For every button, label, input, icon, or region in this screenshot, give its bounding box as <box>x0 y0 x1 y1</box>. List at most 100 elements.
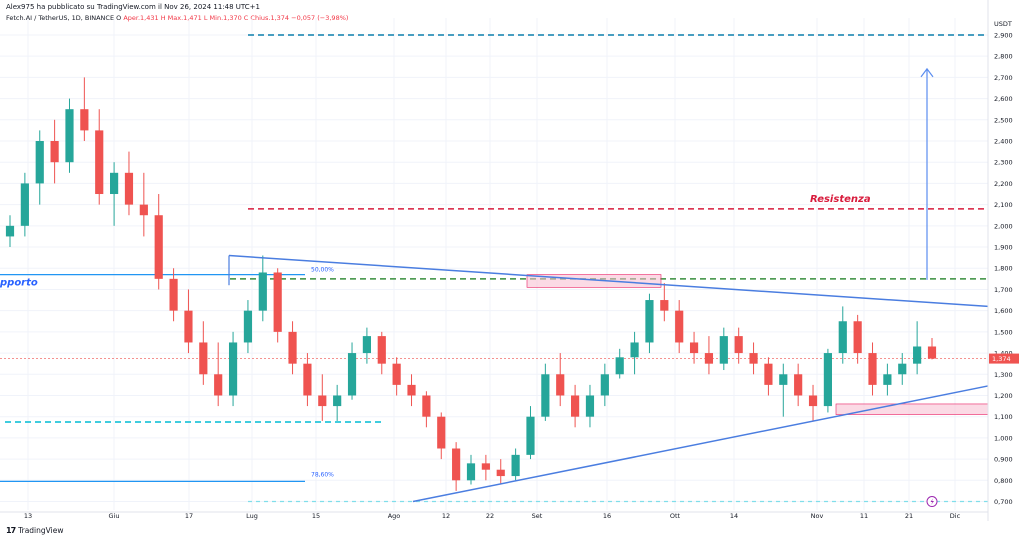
candle-body <box>883 374 892 385</box>
x-tick-label: 14 <box>730 512 738 520</box>
price-axis[interactable]: USDT 2,900 2,800 2,700 2,600 2,500 2,400 2,300 2… <box>987 0 1024 521</box>
candle-body <box>764 363 773 385</box>
candle-body <box>20 183 29 226</box>
candle-body <box>704 353 714 364</box>
publisher-header: Alex975 ha pubblicato su TradingView.com… <box>6 3 260 11</box>
chart-drawings: Resistenza pporto 50,00% 78,60% <box>0 67 989 508</box>
ohlc-text: Aper.1,431 H Max.1,471 L Min.1,370 C Chi… <box>123 14 349 22</box>
fib-50-label: 50,00% <box>311 267 334 274</box>
candle-body <box>541 374 550 417</box>
candle-body <box>303 363 312 396</box>
candle-body <box>124 172 134 205</box>
y-tick-label: 1,800 <box>994 265 1013 273</box>
candlestick-series <box>5 77 937 491</box>
y-tick-label: 1,900 <box>994 244 1013 252</box>
currency-label: USDT <box>994 20 1012 28</box>
candle-body <box>139 204 148 216</box>
candle-body <box>585 395 595 417</box>
candle-body <box>258 272 267 311</box>
candle-body <box>779 374 788 385</box>
lightning-glyph <box>930 498 934 506</box>
y-tick-label: 2,600 <box>994 95 1013 103</box>
x-tick-label: Dic <box>950 512 961 520</box>
candle-body <box>734 336 743 354</box>
x-tick-label: 17 <box>185 512 193 520</box>
candle-body <box>481 463 490 470</box>
candle-body <box>95 130 104 195</box>
resistance-label: Resistenza <box>810 194 871 205</box>
y-tick-label: 1,300 <box>994 371 1013 379</box>
candle-body <box>5 225 15 237</box>
x-tick-label: Ott <box>670 512 681 520</box>
candle-body <box>660 300 669 311</box>
lower-trendline <box>412 385 989 503</box>
candle-body <box>333 395 342 407</box>
y-tick-label: 1,600 <box>994 307 1013 315</box>
candle-body <box>719 336 728 364</box>
y-tick-label: 1,200 <box>994 392 1013 400</box>
chart-grid <box>0 18 988 510</box>
candle-body <box>913 346 922 364</box>
candle-body <box>243 310 253 343</box>
candle-body <box>496 469 505 477</box>
y-tick-label: 2,100 <box>994 201 1013 209</box>
y-tick-label: 2,400 <box>994 138 1013 146</box>
support-label: pporto <box>0 278 38 289</box>
support-zone <box>835 403 989 415</box>
y-tick-label: 0,800 <box>994 477 1013 485</box>
candle-body <box>511 454 520 477</box>
horizontal-levels <box>0 34 988 503</box>
x-tick-label: Lug <box>246 512 258 520</box>
candle-body <box>362 336 371 354</box>
candle-body <box>273 272 282 332</box>
candle-body <box>110 172 119 195</box>
candle-body <box>407 384 416 396</box>
candle-body <box>214 374 223 396</box>
y-tick-label: 1,500 <box>994 328 1013 336</box>
y-tick-label: 1,700 <box>994 286 1013 294</box>
candle-body <box>65 109 74 163</box>
candle-body <box>898 363 907 375</box>
candle-body <box>466 463 476 481</box>
price-axis-bg <box>988 0 1024 521</box>
candle-body <box>675 310 684 343</box>
time-axis[interactable]: 13 Giu 17 Lug 15 Ago 12 22 Set 16 Ott 14 Nov 11 21 Dic <box>0 511 988 520</box>
candle-body <box>630 342 639 358</box>
candle-body <box>927 346 937 359</box>
x-tick-label: 21 <box>905 512 913 520</box>
candle-body <box>823 353 832 407</box>
candle-body <box>600 374 609 396</box>
publisher-text: Alex975 ha pubblicato su TradingView.com… <box>6 3 260 11</box>
target-arrow-head <box>920 67 934 78</box>
x-tick-label: Nov <box>811 512 824 520</box>
candle-body <box>35 141 44 184</box>
x-tick-label: Set <box>532 512 543 520</box>
candle-body <box>645 300 654 343</box>
x-tick-label: Giu <box>109 512 120 520</box>
tradingview-logo-icon: 17 <box>6 526 16 535</box>
last-price-label: 1,374 <box>992 355 1011 363</box>
symbol-info-line: Fetch.AI / TetherUS, 1D, BINANCE O Aper.… <box>6 14 348 22</box>
x-tick-label: 15 <box>312 512 320 520</box>
candle-body <box>184 310 193 343</box>
x-tick-label: 11 <box>860 512 868 520</box>
candle-body <box>853 321 862 354</box>
candle-body <box>347 353 357 396</box>
y-tick-label: 2,000 <box>994 222 1013 230</box>
candle-body <box>50 141 59 163</box>
y-tick-label: 2,300 <box>994 159 1013 167</box>
last-price-badge <box>989 353 1019 364</box>
candle-body <box>689 342 699 354</box>
candle-body <box>838 321 847 354</box>
y-tick-label: 2,900 <box>994 31 1013 39</box>
candle-body <box>868 353 877 385</box>
candle-body <box>169 278 178 311</box>
y-tick-label: 2,800 <box>994 53 1013 61</box>
candle-body <box>794 374 803 396</box>
y-tick-label: 1,000 <box>994 434 1013 442</box>
y-tick-label: 2,500 <box>994 116 1013 124</box>
candle-body <box>392 363 401 385</box>
candle-body <box>526 416 535 455</box>
tradingview-logo[interactable]: 17 TradingView <box>6 526 63 535</box>
